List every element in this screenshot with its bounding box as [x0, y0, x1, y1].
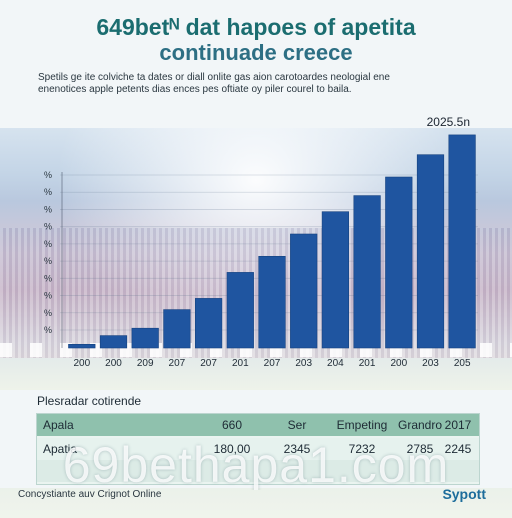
y-tick-label: % — [44, 187, 52, 197]
bar — [448, 134, 476, 349]
bar — [226, 272, 254, 349]
bar — [416, 154, 445, 349]
x-tick-label: 203 — [295, 358, 312, 369]
data-table: Apala 660 Ser Empeting Grandro 2017 Apat… — [36, 413, 480, 485]
chart-title-line2: continuade creece — [159, 40, 353, 65]
watermark-text: 69bethapa1.com — [62, 440, 450, 490]
table-header-row: Apala 660 Ser Empeting Grandro 2017 — [37, 414, 479, 436]
x-tick-label: 200 — [105, 358, 122, 369]
x-tick-labels: 200 200 209 207 207 201 207 203 204 201 200 203 205 — [73, 358, 471, 369]
bar — [99, 335, 128, 349]
bars — [68, 134, 476, 349]
y-tick-label: % — [44, 170, 52, 180]
bar — [290, 233, 318, 349]
bar — [131, 327, 159, 349]
table-row — [37, 460, 479, 482]
table-header-cell: Ser — [287, 418, 307, 432]
y-tick-label: % — [44, 256, 52, 266]
description-line2: enenotices apple petents dias ences pes … — [38, 84, 352, 95]
table-header-cell: Grandro — [397, 418, 443, 432]
description-line1: Spetils ge ite colviche ta dates or dial… — [38, 72, 390, 83]
x-tick-label: 209 — [137, 358, 154, 369]
footer-brand: Sypott — [442, 486, 486, 502]
bar — [68, 343, 96, 349]
table-header-cell: Empeting — [336, 418, 388, 432]
x-tick-label: 201 — [232, 358, 249, 369]
table-cell: 2345 — [283, 442, 311, 456]
x-tick-label: 201 — [359, 358, 376, 369]
y-tick-labels: %%%%%%%%%% — [44, 170, 52, 335]
table-cell: 2785 — [406, 442, 434, 456]
y-tick-label: % — [44, 222, 52, 232]
footer-credit: Concystiante auv Crignot Online — [18, 489, 162, 500]
chart-annotation: 2025.5n — [427, 115, 470, 129]
bar — [353, 195, 381, 349]
y-tick-label: % — [44, 308, 52, 318]
x-tick-label: 200 — [73, 358, 90, 369]
table-header-cell: Apala — [43, 418, 74, 432]
x-tick-label: 207 — [169, 358, 186, 369]
table-cell: 2245 — [444, 442, 472, 456]
x-tick-label: 200 — [390, 358, 407, 369]
bar — [258, 255, 286, 349]
bar — [163, 309, 191, 349]
x-tick-label: 204 — [327, 358, 344, 369]
table-cell: 180,00 — [213, 442, 251, 456]
y-tick-label: % — [44, 291, 52, 301]
table-cell: 7232 — [348, 442, 376, 456]
x-tick-label: 207 — [264, 358, 281, 369]
y-tick-label: % — [44, 239, 52, 249]
y-tick-label: % — [44, 204, 52, 214]
bar — [195, 298, 223, 349]
table-cell: Apatia — [43, 442, 78, 456]
table-title: Plesradar cotirende — [37, 394, 142, 408]
y-tick-label: % — [44, 325, 52, 335]
table-row: Apatia 180,00 2345 7232 2785 2245 — [37, 438, 479, 460]
table-header-cell: 660 — [221, 418, 243, 432]
table-header-cell: 2017 — [444, 418, 472, 432]
x-tick-label: 205 — [454, 358, 471, 369]
bar — [321, 211, 350, 349]
chart-title-line1: 649betᴺ dat hapoes of apetita — [96, 14, 416, 40]
x-tick-label: 203 — [422, 358, 439, 369]
bar — [385, 176, 413, 349]
stadium-lights — [0, 343, 512, 357]
x-tick-label: 207 — [200, 358, 217, 369]
y-tick-label: % — [44, 273, 52, 283]
